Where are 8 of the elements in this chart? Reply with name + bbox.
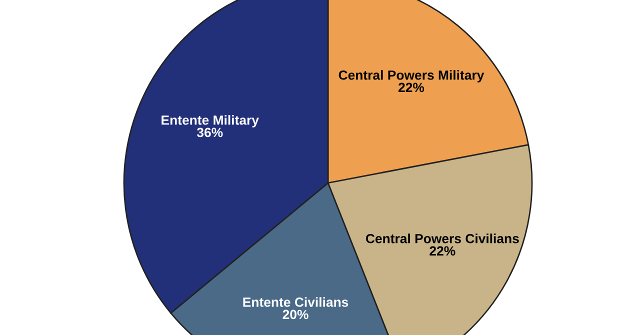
data-label: 22%	[398, 82, 424, 92]
data-label: 22%	[430, 246, 456, 256]
data-label: 20%	[282, 310, 308, 320]
slice-label: Entente Civilians	[243, 297, 348, 307]
slice-label: Entente Military	[162, 115, 259, 128]
slice-label: Central Powers Civilians	[366, 234, 519, 244]
slice-label: Central Powers Military	[338, 70, 484, 82]
data-label: 36%	[196, 128, 223, 138]
